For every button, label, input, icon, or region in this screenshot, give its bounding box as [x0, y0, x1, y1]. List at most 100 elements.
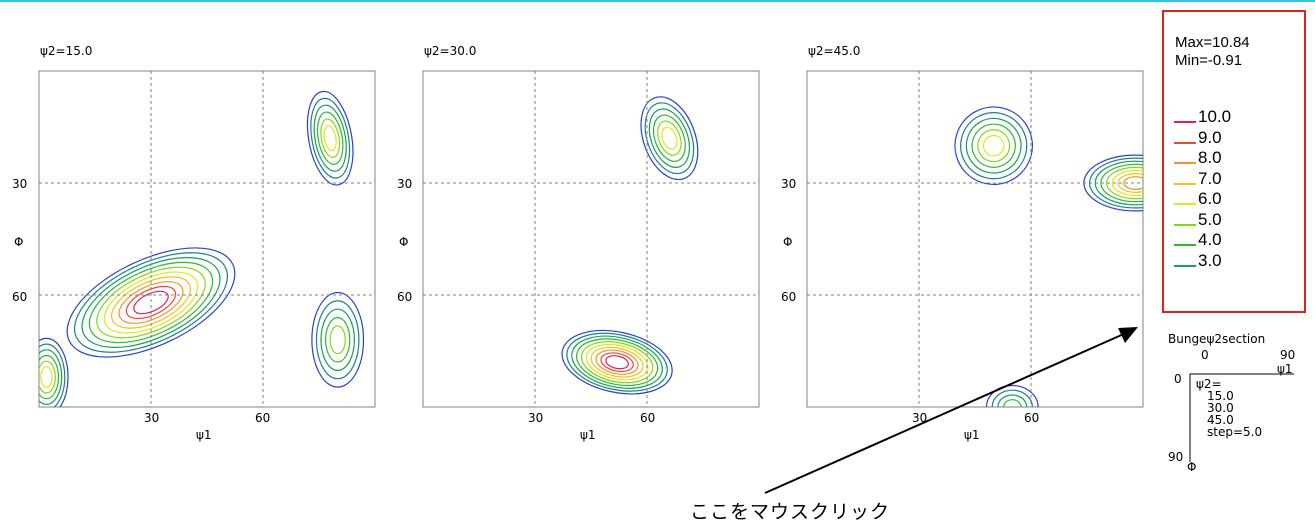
legend-swatch: [1174, 223, 1196, 226]
contour-level-6: [103, 271, 199, 334]
panel-1-y-axis-label: Φ: [14, 235, 24, 249]
contour-level-1: [66, 247, 236, 358]
contour-level-4: [88, 261, 214, 344]
contour-level-1: [311, 291, 365, 388]
legend-item-4-0: 4.0: [1174, 230, 1294, 250]
contour-level-8: [595, 349, 639, 375]
legend-value: 8.0: [1198, 148, 1222, 167]
section-key-title: Bungeψ2section: [1168, 332, 1266, 346]
contour-level-6: [585, 343, 649, 381]
contour-level-2: [73, 252, 229, 353]
contour-level-5: [320, 118, 341, 158]
contour-level-1: [561, 329, 673, 395]
contour-level-3: [571, 335, 663, 389]
contour-level-7: [1117, 173, 1143, 193]
contour-level-10: [605, 355, 629, 370]
callout-arrow: [764, 327, 1138, 494]
panel-1-y-tick-30: 30: [12, 177, 28, 191]
contour-level-6: [982, 134, 1005, 157]
contour-level-4: [1003, 399, 1022, 407]
panel-1-x-axis-label: ψ1: [196, 428, 212, 442]
panel-3-title: ψ2=45.0: [808, 44, 861, 58]
legend-swatch: [1174, 162, 1196, 164]
contour-level-1: [306, 90, 354, 186]
panel-1-x-tick-60: 60: [255, 411, 271, 425]
section-key-x-end: 90: [1280, 348, 1296, 362]
contour-level-4: [576, 338, 659, 387]
legend-swatch: [1174, 203, 1196, 205]
contour-lines: [561, 96, 699, 395]
contour-panel-2: [422, 70, 760, 408]
panel-1-title: ψ2=15.0: [40, 44, 93, 58]
legend-value: 3.0: [1198, 250, 1222, 270]
contour-level-5: [329, 325, 346, 355]
top-rule: [0, 0, 1315, 2]
contour-level-1: [954, 106, 1034, 186]
section-key-value-2: 30.0: [1207, 401, 1234, 415]
contour-level-4: [39, 354, 60, 400]
panel-3-y-axis-label: Φ: [783, 235, 793, 249]
section-key-value-3: 45.0: [1207, 413, 1234, 427]
contour-level-5: [39, 360, 56, 394]
panel-3-y-tick-30: 30: [781, 177, 797, 191]
contour-level-2: [960, 112, 1028, 180]
plot-frame: [38, 70, 376, 408]
legend-value: 7.0: [1198, 168, 1222, 188]
section-key: Bungeψ2section 0 90 ψ1 0 90 Φ ψ2= 15.0 3…: [1166, 332, 1306, 482]
contour-level-5: [977, 129, 1011, 163]
legend-item-6-0: 6.0: [1174, 189, 1294, 209]
legend-value: 10.0: [1198, 107, 1232, 126]
section-key-y-axis: Φ: [1187, 460, 1197, 474]
contour-level-1: [640, 96, 699, 181]
section-key-y-start: 0: [1174, 372, 1182, 386]
contour-lines: [39, 90, 365, 407]
legend-swatch: [1174, 141, 1196, 144]
panel-2-x-tick-60: 60: [640, 411, 656, 425]
section-key-y-end: 90: [1168, 450, 1184, 464]
contour-level-3: [81, 257, 221, 348]
contour-level-1: [985, 384, 1039, 407]
legend-item-5-0: 5.0: [1174, 209, 1294, 230]
contour-level-2: [315, 300, 360, 380]
legend-swatch: [1174, 264, 1196, 267]
panel-2-y-axis-label: Φ: [399, 235, 409, 249]
panel-3-x-tick-60: 60: [1024, 411, 1040, 425]
legend-item-7-0: 7.0: [1174, 168, 1294, 189]
panel-1-y-tick-60: 60: [12, 290, 28, 304]
panel-3-y-tick-60: 60: [781, 290, 797, 304]
legend-swatch: [1174, 121, 1196, 123]
contour-panel-3: [806, 70, 1144, 408]
contour-level-7: [590, 346, 644, 378]
panel-3-x-axis-label: ψ1: [964, 428, 980, 442]
legend-value: 9.0: [1198, 127, 1222, 147]
contour-level-3: [39, 349, 63, 405]
contour-level-6: [1111, 169, 1143, 197]
contour-level-6: [40, 366, 53, 388]
legend-value: 4.0: [1198, 230, 1222, 249]
contour-level-2: [566, 332, 668, 392]
legend-item-8-0: 8.0: [1174, 148, 1294, 168]
contour-legend[interactable]: Max=10.84 Min=-0.91 10.0 9.0 8.0 7.0 6.0 5.0 4…: [1162, 10, 1306, 313]
legend-swatch: [1174, 244, 1196, 246]
contour-level-3: [997, 394, 1028, 407]
contour-level-9: [125, 285, 177, 320]
contour-level-5: [580, 341, 654, 384]
contour-level-7: [111, 276, 191, 329]
contour-level-8: [118, 281, 184, 324]
panel-3-x-tick-30: 30: [912, 411, 928, 425]
panel-2-x-tick-30: 30: [528, 411, 544, 425]
contour-level-5: [1106, 166, 1143, 200]
section-key-x-start: 0: [1201, 348, 1209, 362]
contour-level-4: [316, 111, 344, 165]
contour-level-5: [657, 120, 682, 156]
legend-item-9-0: 9.0: [1174, 127, 1294, 148]
contour-level-5: [96, 266, 206, 339]
legend-value: 5.0: [1198, 209, 1222, 229]
callout-text: ここをマウスクリック: [690, 501, 891, 523]
section-key-step: step=5.0: [1207, 425, 1263, 439]
legend-item-3-0: 3.0: [1174, 250, 1294, 271]
contour-level-4: [652, 114, 686, 162]
contour-panel-1: [38, 70, 376, 408]
plot-frame: [422, 70, 760, 408]
section-key-x-axis: ψ1: [1277, 362, 1293, 376]
